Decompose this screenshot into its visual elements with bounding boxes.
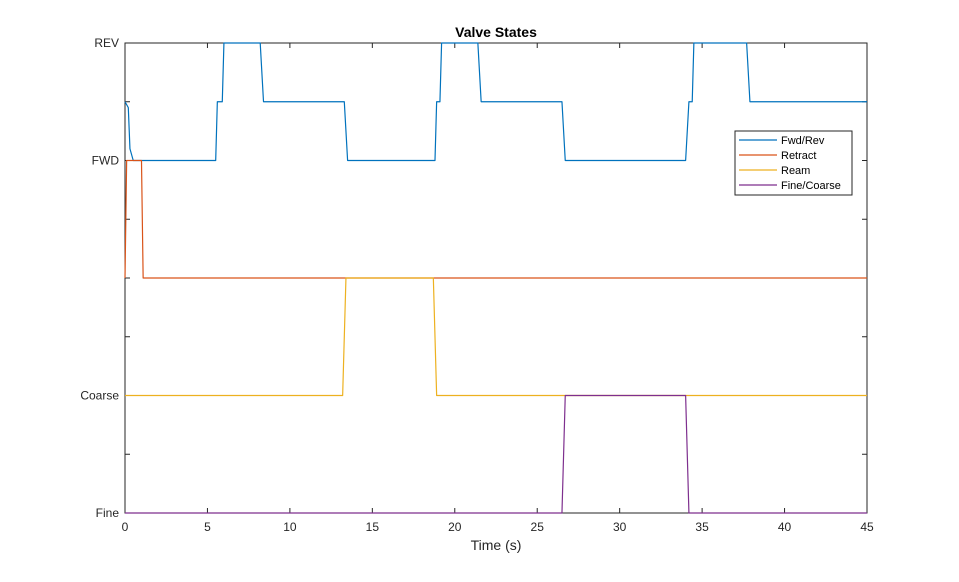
x-axis-label: Time (s) xyxy=(471,537,522,553)
x-tick-label: 40 xyxy=(778,520,792,534)
chart-title: Valve States xyxy=(455,24,537,40)
series-line-ream xyxy=(125,277,867,397)
x-tick-label: 25 xyxy=(531,520,545,534)
y-tick-label: REV xyxy=(94,36,119,50)
series-line-fwd-rev xyxy=(124,42,867,162)
legend-entry: Retract xyxy=(781,150,816,162)
x-tick-label: 5 xyxy=(204,520,211,534)
series-line-retract xyxy=(124,159,867,279)
x-tick-label: 35 xyxy=(695,520,709,534)
y-tick-label: FWD xyxy=(92,154,120,168)
axes: 0 5 10 15 20 25 30 35 40 45 Fine Coarse FWD REV xyxy=(80,36,874,534)
x-tick-label: 15 xyxy=(366,520,380,534)
x-tick-label: 10 xyxy=(283,520,297,534)
x-tick-label: 0 xyxy=(122,520,129,534)
legend-entry: Ream xyxy=(781,165,810,177)
legend-entry: Fwd/Rev xyxy=(781,135,825,147)
series-lines xyxy=(124,42,867,514)
x-tick-label: 30 xyxy=(613,520,627,534)
series-line-fine-coarse xyxy=(125,394,867,514)
legend-entry: Fine/Coarse xyxy=(781,180,841,192)
legend-box xyxy=(734,130,853,196)
x-tick-label: 45 xyxy=(860,520,874,534)
x-tick-label: 20 xyxy=(448,520,462,534)
y-tick-label: Coarse xyxy=(80,389,119,403)
y-tick-label: Fine xyxy=(96,506,120,520)
legend: Fwd/Rev Retract Ream Fine/Coarse xyxy=(734,130,853,196)
